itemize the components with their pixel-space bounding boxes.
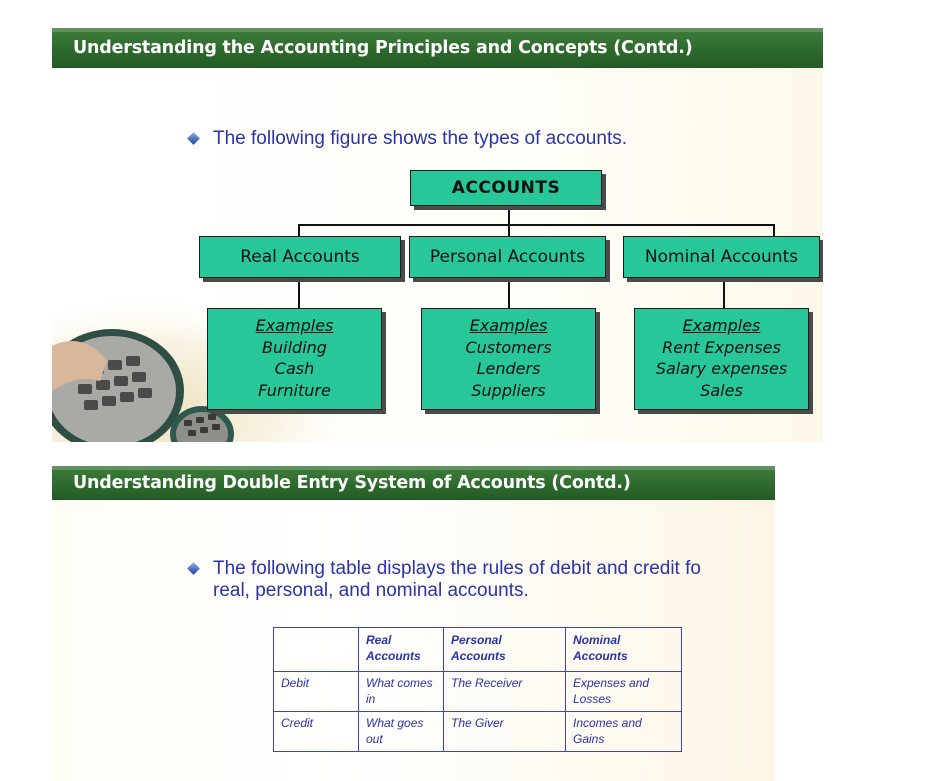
example-item: Rent Expenses <box>662 337 781 357</box>
connector-line <box>508 278 510 308</box>
connector-line <box>298 224 773 226</box>
bullet-text-line-1: The following table displays the rules o… <box>213 558 701 579</box>
nominal-accounts-box: Nominal Accounts <box>623 236 820 278</box>
header-cell: Real Accounts <box>358 627 444 672</box>
example-item: Sales <box>700 380 743 400</box>
connector-line <box>508 224 510 236</box>
table-cell: What comes in <box>358 671 444 712</box>
real-examples-box: Examples Building Cash Furniture <box>207 308 382 410</box>
table-row: Credit What goes out The Giver Incomes a… <box>273 711 682 752</box>
header-cell: Personal Accounts <box>443 627 566 672</box>
table-cell: Debit <box>273 671 359 712</box>
bullet-point: The following figure shows the types of … <box>187 128 749 152</box>
connector-line <box>723 278 725 308</box>
table-cell: Expenses and Losses <box>565 671 682 712</box>
accounts-root-box: ACCOUNTS <box>410 170 602 206</box>
example-item: Suppliers <box>471 380 546 400</box>
bullet-point: The following table displays the rules o… <box>187 558 775 604</box>
bullet-text-line-2: real, personal, and nominal accounts. <box>213 580 529 601</box>
table-cell: Credit <box>273 711 359 752</box>
personal-examples-box: Examples Customers Lenders Suppliers <box>421 308 596 410</box>
slide-double-entry: Understanding Double Entry System of Acc… <box>52 466 775 781</box>
connector-line <box>298 278 300 308</box>
table-cell: What goes out <box>358 711 444 752</box>
bullet-text: The following figure shows the types of … <box>213 128 628 149</box>
table-cell: Incomes and Gains <box>565 711 682 752</box>
examples-heading: Examples <box>682 316 761 335</box>
slide-accounting-principles: Understanding the Accounting Principles … <box>52 28 823 442</box>
header-cell <box>273 627 359 672</box>
diamond-bullet-icon <box>187 562 200 575</box>
table-cell: The Giver <box>443 711 566 752</box>
connector-line <box>298 224 300 236</box>
personal-accounts-box: Personal Accounts <box>409 236 606 278</box>
connector-line <box>508 206 510 226</box>
table-row: Debit What comes in The Receiver Expense… <box>273 671 682 712</box>
example-item: Furniture <box>258 380 331 400</box>
slide-title: Understanding the Accounting Principles … <box>52 28 823 68</box>
example-item: Cash <box>274 359 315 378</box>
debit-credit-rules-table: Real Accounts Personal Accounts Nominal … <box>273 627 682 752</box>
example-item: Salary expenses <box>655 359 788 378</box>
slide-title: Understanding Double Entry System of Acc… <box>52 466 775 500</box>
table-header-row: Real Accounts Personal Accounts Nominal … <box>273 627 682 672</box>
examples-heading: Examples <box>255 316 334 335</box>
connector-line <box>773 224 775 236</box>
nominal-examples-box: Examples Rent Expenses Salary expenses S… <box>634 308 809 410</box>
examples-heading: Examples <box>469 316 548 335</box>
diamond-bullet-icon <box>187 132 200 145</box>
header-cell: Nominal Accounts <box>565 627 682 672</box>
example-item: Customers <box>465 337 552 357</box>
example-item: Lenders <box>476 359 541 378</box>
table-cell: The Receiver <box>443 671 566 712</box>
real-accounts-box: Real Accounts <box>199 236 401 278</box>
example-item: Building <box>262 337 327 357</box>
